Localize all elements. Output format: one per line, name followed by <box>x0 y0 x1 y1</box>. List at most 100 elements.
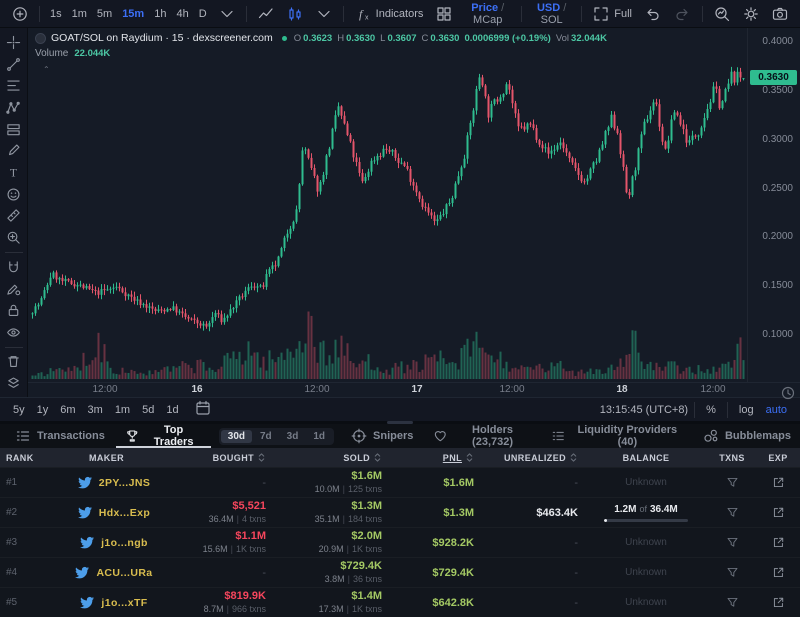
timeframe-1h[interactable]: 1h <box>149 3 171 25</box>
tab-snipers[interactable]: Snipers <box>342 424 422 448</box>
maker-address[interactable]: j1o...xTF <box>101 596 148 609</box>
period-3d[interactable]: 3d <box>280 430 306 443</box>
table-row[interactable]: #1 2PY...JNS - $1.6M 10.0M | 125 txns $1.6M… <box>0 467 800 497</box>
splitter-grip[interactable] <box>387 421 413 424</box>
table-row[interactable]: #3 j1o...ngb $1.1M 15.6M | 1K txns $2.0M 20.… <box>0 527 800 557</box>
range-3m[interactable]: 3m <box>83 400 108 420</box>
xabcd-pattern-icon[interactable] <box>2 98 26 117</box>
screenshot-button[interactable] <box>766 3 794 25</box>
explorer-link-button[interactable] <box>767 532 789 554</box>
range-6m[interactable]: 6m <box>55 400 80 420</box>
tab-top-traders[interactable]: Top Traders <box>115 424 211 448</box>
table-row[interactable]: #4 ACU...URa - $729.4K 3.8M | 36 txns $729.… <box>0 557 800 587</box>
time-axis[interactable]: 12:00 16 12:00 17 12:00 18 12:00 <box>28 382 800 400</box>
panel-splitter[interactable] <box>0 421 800 424</box>
price-axis[interactable]: 0.3630 0.4000 0.3500 0.3000 0.2500 0.2000 0.1… <box>747 28 800 382</box>
maker-cell[interactable]: j1o...xTF <box>52 595 170 611</box>
pnl-cell: $729.4K <box>432 566 474 579</box>
explorer-link-button[interactable] <box>767 502 789 524</box>
legend-collapse-icon[interactable]: ⌃ <box>43 65 50 74</box>
timeframe-4h[interactable]: 4h <box>171 3 193 25</box>
ruler-tool-icon[interactable] <box>2 207 26 226</box>
crosshair-tool-icon[interactable] <box>2 33 26 52</box>
line-chart-type-button[interactable] <box>252 3 280 25</box>
maker-address[interactable]: Hdx...Exp <box>98 506 151 519</box>
hide-drawings-icon[interactable] <box>2 323 26 342</box>
tab-holders[interactable]: Holders (23,732) <box>424 424 540 448</box>
maker-address[interactable]: ACU...URa <box>96 566 153 579</box>
timeframe-more-button[interactable] <box>213 3 241 25</box>
period-30d[interactable]: 30d <box>220 429 252 443</box>
tab-bubblemaps[interactable]: Bubblemaps <box>694 424 800 448</box>
volume-indicator-label[interactable]: Volume <box>35 48 69 59</box>
fib-retracement-icon[interactable] <box>2 76 26 95</box>
auto-scale-button[interactable]: auto <box>761 400 792 420</box>
txns-filter-button[interactable] <box>721 472 743 494</box>
timezone-clock-icon[interactable] <box>780 385 796 401</box>
column-header-pnl[interactable]: PNL <box>388 452 480 463</box>
candlestick-chart[interactable] <box>28 28 747 382</box>
layout-grid-button[interactable] <box>430 3 458 25</box>
object-tree-icon[interactable] <box>2 374 26 393</box>
brush-tool-icon[interactable] <box>2 141 26 160</box>
range-1y[interactable]: 1y <box>32 400 54 420</box>
text-tool-icon[interactable]: T <box>2 163 26 182</box>
period-1d[interactable]: 1d <box>306 430 332 443</box>
timeframe-1s[interactable]: 1s <box>45 3 67 25</box>
txns-filter-button[interactable] <box>721 502 743 524</box>
zoom-tool-icon[interactable] <box>2 228 26 247</box>
table-row[interactable]: #5 j1o...xTF $819.9K 8.7M | 966 txns $1.4M 1… <box>0 587 800 617</box>
timeframe-5m[interactable]: 5m <box>92 3 117 25</box>
position-tool-icon[interactable] <box>2 120 26 139</box>
log-scale-button[interactable]: log <box>734 400 759 420</box>
chart-type-more-button[interactable] <box>310 3 338 25</box>
emoji-tool-icon[interactable] <box>2 185 26 204</box>
percent-scale-button[interactable]: % <box>701 400 721 420</box>
timeframe-15m[interactable]: 15m <box>117 3 149 25</box>
column-header-unrealized[interactable]: UNREALIZED <box>480 452 584 463</box>
redo-button[interactable] <box>668 3 696 25</box>
txns-filter-button[interactable] <box>721 592 743 614</box>
txns-filter-button[interactable] <box>721 562 743 584</box>
quick-search-button[interactable] <box>708 3 736 25</box>
explorer-link-button[interactable] <box>767 562 789 584</box>
tab-transactions[interactable]: Transactions <box>6 424 114 448</box>
maker-cell[interactable]: Hdx...Exp <box>52 505 170 521</box>
chart-symbol-title[interactable]: GOAT/SOL on Raydium · 15 · dexscreener.c… <box>51 32 273 44</box>
usd-sol-toggle[interactable]: USD / SOL <box>527 2 576 26</box>
maker-cell[interactable]: 2PY...JNS <box>52 475 170 491</box>
range-1m[interactable]: 1m <box>110 400 135 420</box>
maker-cell[interactable]: ACU...URa <box>52 565 170 581</box>
timeframe-D[interactable]: D <box>194 3 212 25</box>
magnet-tool-icon[interactable] <box>2 258 26 277</box>
range-5y[interactable]: 5y <box>8 400 30 420</box>
go-to-date-button[interactable] <box>190 400 216 420</box>
maker-address[interactable]: 2PY...JNS <box>98 476 151 489</box>
indicators-button[interactable]: f x Indicators <box>349 3 430 25</box>
candle-chart-type-button[interactable] <box>281 3 309 25</box>
range-5d[interactable]: 5d <box>137 400 159 420</box>
column-header-sold[interactable]: SOLD <box>272 452 388 463</box>
period-7d[interactable]: 7d <box>253 430 279 443</box>
price-mcap-toggle[interactable]: Price / MCap <box>459 2 516 26</box>
circle-plus-icon[interactable] <box>6 3 34 25</box>
timeframe-1m[interactable]: 1m <box>67 3 92 25</box>
trend-line-tool-icon[interactable] <box>2 55 26 74</box>
clock-timezone[interactable]: 13:15:45 (UTC+8) <box>599 403 689 416</box>
settings-button[interactable] <box>737 3 765 25</box>
fullscreen-button[interactable]: Full <box>587 3 638 25</box>
drawing-settings-icon[interactable] <box>2 280 26 299</box>
table-row[interactable]: #2 Hdx...Exp $5,521 36.4M | 4 txns $1.3M 35.… <box>0 497 800 527</box>
tab-liquidity-providers[interactable]: Liquidity Providers (40) <box>542 424 692 448</box>
maker-cell[interactable]: j1o...ngb <box>52 535 170 551</box>
range-1d[interactable]: 1d <box>161 400 183 420</box>
chart-canvas-area[interactable]: GOAT/SOL on Raydium · 15 · dexscreener.c… <box>28 28 800 400</box>
explorer-link-button[interactable] <box>767 472 789 494</box>
lock-drawings-icon[interactable] <box>2 301 26 320</box>
undo-button[interactable] <box>639 3 667 25</box>
column-header-bought[interactable]: BOUGHT <box>170 452 272 463</box>
explorer-link-button[interactable] <box>767 592 789 614</box>
remove-drawings-icon[interactable] <box>2 353 26 372</box>
maker-address[interactable]: j1o...ngb <box>101 536 148 549</box>
txns-filter-button[interactable] <box>721 532 743 554</box>
